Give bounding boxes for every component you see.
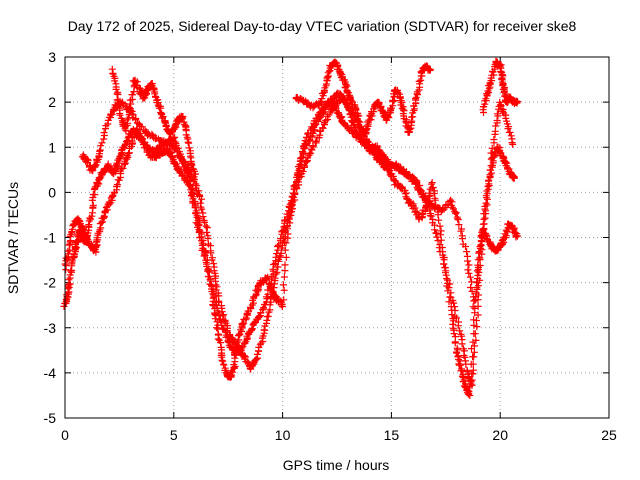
x-tick-labels: 0 5 10 15 20 25 (61, 427, 617, 443)
x-tick-label: 0 (61, 427, 69, 443)
y-tick-label: 0 (48, 184, 56, 200)
data-track-3 (108, 65, 199, 181)
y-tick-label: -5 (44, 410, 57, 426)
data-track-4 (292, 58, 434, 138)
y-tick-labels: -5 -4 -3 -2 -1 0 1 2 3 (44, 49, 57, 426)
data-points (60, 57, 522, 399)
y-tick-label: -3 (44, 320, 57, 336)
x-tick-label: 15 (384, 427, 400, 443)
y-tick-label: 2 (48, 94, 56, 110)
x-axis-label: GPS time / hours (283, 457, 390, 473)
x-tick-label: 25 (601, 427, 617, 443)
plot-frame (64, 56, 610, 419)
data-track-5 (479, 57, 522, 116)
data-track-0 (60, 89, 521, 399)
y-tick-label: -2 (44, 275, 57, 291)
x-tick-label: 5 (170, 427, 178, 443)
y-tick-label: -1 (44, 230, 57, 246)
y-tick-label: 3 (48, 49, 56, 65)
data-track-1 (61, 93, 518, 389)
y-tick-label: -4 (44, 365, 57, 381)
chart-title: Day 172 of 2025, Sidereal Day-to-day VTE… (68, 18, 577, 34)
x-tick-label: 20 (492, 427, 508, 443)
y-axis-label: SDTVAR / TECUs (5, 182, 21, 294)
x-tick-label: 10 (275, 427, 291, 443)
y-tick-label: 1 (48, 139, 56, 155)
